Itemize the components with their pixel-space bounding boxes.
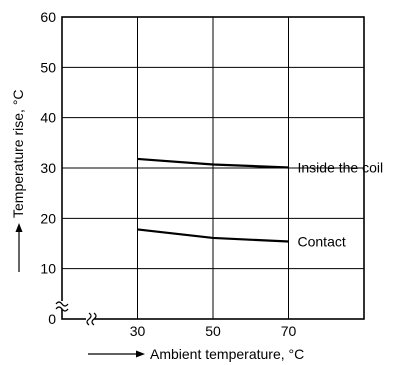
- x-axis-arrow: [88, 350, 145, 358]
- x-tick-label-70: 70: [281, 323, 297, 339]
- y-tick-label-30: 30: [40, 160, 56, 176]
- y-tick-label-20: 20: [40, 210, 56, 226]
- y-ticks: 0 10 20 30 40 50 60: [40, 9, 56, 327]
- y-axis-break-mark-1: [55, 301, 69, 307]
- x-ticks: 30 50 70: [130, 323, 297, 339]
- x-axis-break-mark-2: [91, 312, 97, 326]
- grid: [62, 17, 364, 319]
- x-axis-break-mark-1: [86, 312, 92, 326]
- y-tick-label-0: 0: [48, 311, 56, 327]
- y-axis-break-gap: [56, 301, 68, 309]
- y-tick-label-50: 50: [40, 59, 56, 75]
- series-line-contact: [137, 228, 289, 243]
- x-axis-title: Ambient temperature, °C: [150, 346, 304, 362]
- y-axis-arrow: [15, 223, 23, 272]
- y-tick-label-40: 40: [40, 110, 56, 126]
- x-tick-label-30: 30: [130, 323, 146, 339]
- series-label-inside-the-coil: Inside the coil: [298, 159, 384, 175]
- y-tick-label-10: 10: [40, 261, 56, 277]
- axis-breaks: [55, 301, 97, 326]
- y-axis-break-mark-2: [55, 306, 69, 312]
- series: Inside the coil Contact: [137, 157, 384, 249]
- series-line-inside-the-coil: [137, 157, 289, 169]
- y-tick-label-60: 60: [40, 9, 56, 25]
- series-label-contact: Contact: [298, 233, 346, 249]
- y-axis-title: Temperature rise, °C: [10, 89, 26, 218]
- plot-frame: [61, 16, 365, 320]
- x-tick-label-50: 50: [205, 323, 221, 339]
- x-axis-break-gap: [86, 313, 94, 325]
